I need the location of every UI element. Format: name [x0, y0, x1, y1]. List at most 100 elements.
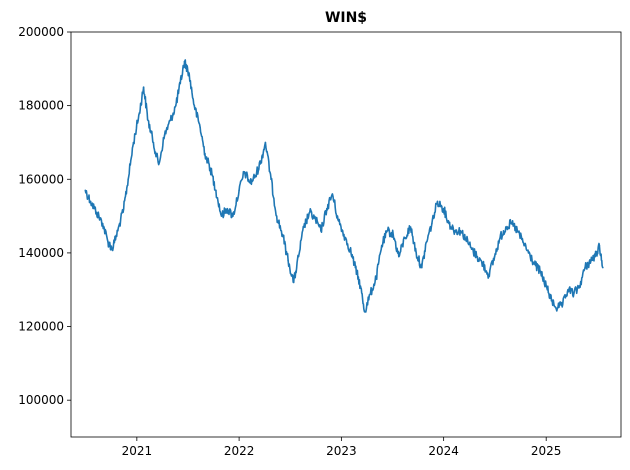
data-point: [459, 230, 462, 232]
data-point: [448, 222, 450, 225]
data-point: [354, 266, 357, 269]
data-point: [567, 288, 569, 291]
x-tick-label: 2023: [326, 444, 357, 458]
chart-title: WIN$: [325, 10, 367, 26]
data-point: [209, 167, 212, 169]
data-point: [117, 230, 119, 232]
data-point: [226, 207, 229, 210]
data-point: [510, 222, 513, 225]
data-point: [488, 274, 490, 276]
data-point: [415, 252, 418, 254]
data-point: [380, 244, 383, 247]
data-point: [584, 266, 586, 269]
data-point: [264, 141, 267, 144]
data-point: [573, 292, 575, 295]
data-point: [314, 219, 317, 221]
data-point: [421, 266, 423, 269]
data-point: [183, 60, 186, 63]
data-point: [556, 307, 559, 309]
data-point: [590, 259, 592, 262]
data-point: [142, 86, 145, 88]
data-point: [281, 233, 284, 236]
data-point: [287, 259, 289, 262]
data-point: [122, 207, 125, 210]
data-point: [533, 263, 536, 265]
data-point: [425, 241, 428, 243]
data-point: [238, 189, 240, 192]
data-point: [602, 266, 604, 269]
y-tick-label: 200000: [18, 25, 64, 39]
data-point: [320, 230, 322, 232]
data-point: [561, 303, 564, 306]
data-point: [398, 255, 400, 258]
series-line: [84, 59, 604, 313]
data-point: [359, 285, 362, 287]
data-point: [578, 285, 581, 287]
data-point: [220, 215, 223, 217]
data-point: [297, 255, 300, 258]
data-point: [303, 226, 305, 228]
series-layer: [84, 59, 604, 313]
data-point: [157, 163, 160, 166]
data-point: [101, 222, 104, 225]
data-point: [505, 226, 507, 228]
data-point: [386, 230, 389, 232]
data-point: [598, 244, 601, 247]
data-point: [249, 182, 252, 184]
data-point: [545, 285, 547, 287]
y-axis: 100000 120000 140000 160000 180000 200000: [18, 25, 71, 407]
data-point: [442, 207, 445, 210]
data-point: [326, 207, 328, 210]
data-point: [516, 230, 519, 232]
data-point: [375, 277, 377, 280]
data-point: [409, 226, 412, 228]
data-point: [89, 200, 92, 203]
data-point: [482, 263, 484, 265]
data-point: [431, 222, 433, 225]
y-tick-label: 140000: [18, 246, 64, 260]
data-point: [152, 141, 155, 144]
data-point: [465, 237, 467, 239]
data-point: [95, 211, 98, 214]
y-tick-label: 180000: [18, 99, 64, 113]
data-point: [470, 248, 473, 250]
data-point: [204, 152, 206, 155]
data-point: [308, 211, 311, 214]
data-point: [343, 233, 345, 236]
data-point: [499, 237, 501, 239]
data-point: [84, 189, 87, 192]
data-point: [270, 178, 272, 181]
data-point: [594, 255, 596, 258]
x-tick-label: 2021: [122, 444, 153, 458]
data-point: [476, 255, 479, 258]
data-point: [132, 141, 135, 144]
data-point: [175, 104, 177, 107]
data-point: [403, 237, 406, 239]
y-tick-label: 160000: [18, 172, 64, 186]
data-point: [187, 71, 190, 74]
data-point: [254, 174, 257, 177]
data-point: [193, 104, 196, 107]
data-point: [337, 219, 339, 221]
data-point: [363, 311, 366, 313]
data-point: [199, 126, 201, 129]
data-point: [527, 252, 530, 254]
data-point: [369, 292, 372, 295]
data-point: [147, 119, 149, 122]
data-point: [539, 270, 541, 273]
data-point: [331, 193, 334, 195]
plot-frame: [70, 31, 622, 438]
data-point: [215, 189, 217, 192]
x-tick-label: 2025: [531, 444, 562, 458]
data-point: [493, 255, 496, 258]
data-point: [349, 248, 351, 250]
data-point: [107, 241, 109, 243]
data-point: [292, 281, 295, 284]
data-point: [127, 178, 129, 181]
data-point: [179, 82, 182, 85]
data-point: [522, 241, 524, 243]
data-point: [138, 112, 141, 114]
data-point: [243, 171, 246, 173]
data-point: [436, 200, 439, 203]
